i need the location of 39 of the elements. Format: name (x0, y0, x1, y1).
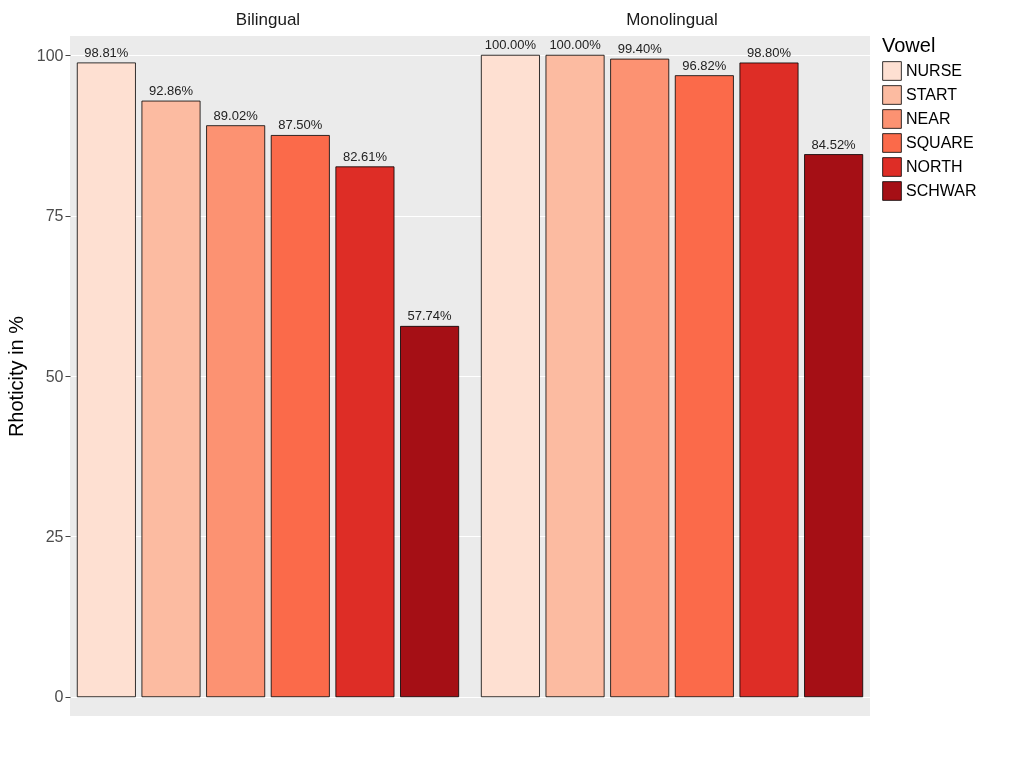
legend-label: NEAR (906, 110, 951, 127)
data-label: 100.00% (549, 37, 602, 53)
data-label: 98.81% (84, 44, 129, 60)
legend-title: Vowel (882, 34, 936, 56)
bar (610, 58, 670, 698)
legend-label: NORTH (906, 158, 963, 175)
legend-label: START (906, 86, 958, 103)
y-axis-title: Rhoticity in % (4, 315, 27, 438)
data-label: 84.52% (811, 136, 857, 152)
data-label: 92.86% (148, 83, 194, 99)
bar (335, 166, 395, 698)
data-label: 89.02% (213, 107, 259, 123)
data-label: 87.50% (278, 117, 323, 133)
legend-label: SCHWAR (906, 182, 977, 199)
y-tick-label: 0 (54, 688, 64, 706)
x-tick-label: Monolingual (626, 9, 718, 29)
data-label: 99.40% (617, 41, 663, 57)
bar (141, 100, 201, 698)
bar (545, 54, 605, 698)
bar (76, 62, 136, 698)
data-label: 57.74% (407, 308, 453, 324)
y-tick-label: 100 (36, 46, 64, 64)
bar (674, 75, 734, 698)
legend-label: NURSE (906, 62, 963, 79)
data-label: 100.00% (484, 37, 537, 53)
bar (804, 154, 864, 698)
data-label: 96.82% (682, 57, 727, 73)
bar (206, 125, 266, 698)
bar (400, 325, 460, 698)
y-tick-label: 50 (45, 367, 64, 385)
bar (480, 54, 540, 698)
y-tick-label: 75 (45, 207, 64, 225)
bar (270, 135, 330, 698)
y-tick-label: 25 (45, 527, 64, 545)
legend-label: SQUARE (906, 134, 974, 151)
x-tick-label: Bilingual (235, 9, 301, 29)
data-label: 98.80% (746, 44, 792, 60)
data-label: 82.61% (342, 148, 388, 164)
bar (739, 62, 799, 698)
